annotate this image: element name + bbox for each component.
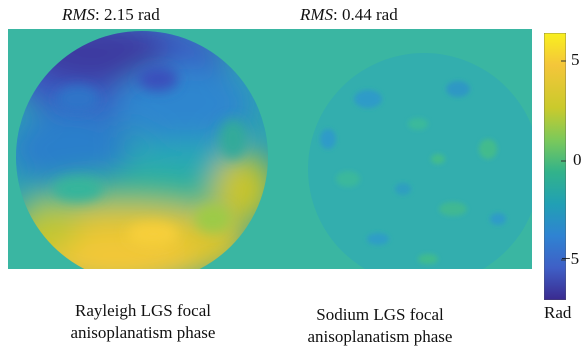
sodium-phase-disk: [308, 53, 532, 269]
colorbar-tick-0: 0: [573, 150, 582, 169]
caption-sodium: Sodium LGS focal anisoplanatism phase: [282, 304, 478, 348]
phase-map-image: [8, 29, 532, 269]
colorbar: [544, 33, 566, 300]
rms-label-sodium: RMS: 0.44 rad: [300, 5, 398, 25]
colorbar-unit-label: Rad: [544, 303, 572, 322]
caption-line: Sodium LGS focal: [316, 305, 444, 324]
colorbar-tick-5: 5: [571, 50, 580, 69]
rms-value: : 2.15 rad: [95, 5, 160, 24]
rayleigh-phase-disk: [16, 31, 268, 269]
rms-value: : 0.44 rad: [333, 5, 398, 24]
caption-rayleigh: Rayleigh LGS focal anisoplanatism phase: [40, 300, 246, 344]
rms-symbol: RMS: [300, 5, 334, 24]
caption-line: Rayleigh LGS focal: [75, 301, 211, 320]
rms-symbol: RMS: [62, 5, 96, 24]
colorbar-tick-minus-5: −5: [561, 249, 580, 268]
rms-label-rayleigh: RMS: 2.15 rad: [62, 5, 160, 25]
caption-line: anisoplanatism phase: [70, 323, 216, 342]
caption-line: anisoplanatism phase: [307, 327, 453, 346]
